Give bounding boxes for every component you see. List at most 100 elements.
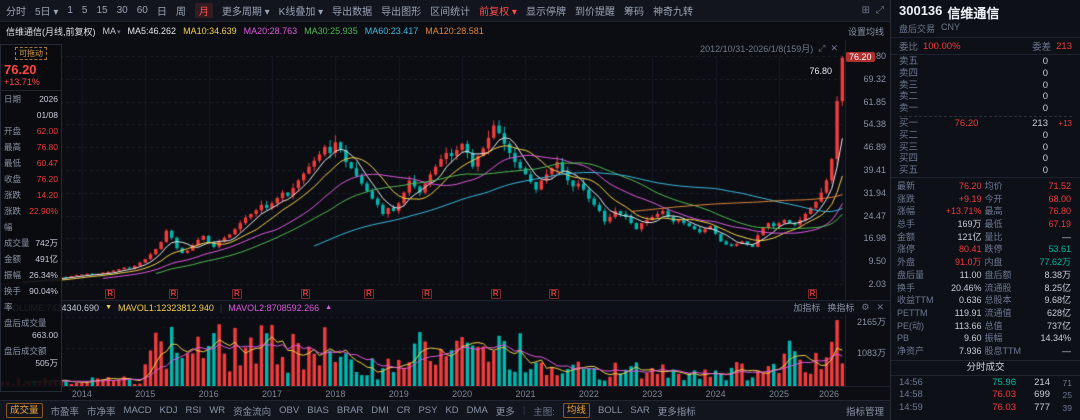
toolbar-item-月[interactable]: 月: [194, 3, 213, 18]
ask-row[interactable]: 卖五 0: [899, 56, 1048, 67]
tick-row[interactable]: 14:59 76.03 777 39: [899, 401, 1072, 413]
indicator-tab-资金流向[interactable]: 资金流向: [233, 406, 272, 418]
stat-value: 113.66: [954, 320, 982, 331]
x-axis-label-2016: 2016: [198, 389, 219, 399]
indicator-tab-KD[interactable]: KD: [445, 405, 459, 416]
indicator-tab-市净率[interactable]: 市净率: [87, 406, 116, 418]
indicator-tab-MACD[interactable]: MACD: [123, 405, 152, 416]
bid-row[interactable]: 买五 0: [899, 165, 1048, 177]
indicator-tab-KDJ[interactable]: KDJ: [159, 405, 178, 416]
fullscreen-icon[interactable]: ⤢: [876, 5, 884, 16]
indicator-tab-OBV[interactable]: OBV: [279, 405, 300, 416]
ex-rights-icon: R: [168, 289, 179, 299]
stat-label: 涨跌: [897, 193, 916, 204]
toolbar-item-神奇九转[interactable]: 神奇九转: [652, 7, 693, 18]
toolbar-item-周[interactable]: 周: [175, 7, 186, 18]
tick-row[interactable]: 14:56 75.96 214 71: [899, 376, 1072, 388]
toolbar-item-60[interactable]: 60: [136, 5, 148, 16]
bid-row[interactable]: 买二 0: [899, 129, 1048, 141]
toolbar-item-5日[interactable]: 5日 ▾: [35, 7, 59, 18]
overlay-tab-均线[interactable]: 均线: [562, 403, 590, 418]
panel-row: 收盘 76.20: [4, 174, 58, 184]
gear-icon[interactable]: ⚙: [861, 302, 870, 312]
stat-value: 77.62万: [1039, 257, 1071, 268]
x-axis-label-2015: 2015: [135, 389, 156, 399]
stat-value: 628亿: [1046, 308, 1071, 318]
toolbar-item-日[interactable]: 日: [156, 7, 167, 18]
ask-row[interactable]: 卖二 0: [899, 91, 1048, 103]
indicator-tab-DMI[interactable]: DMI: [371, 405, 389, 416]
volume-canvas[interactable]: [0, 314, 845, 386]
overlay-tab-BOLL[interactable]: BOLL: [597, 405, 623, 416]
ask-row[interactable]: 卖四 0: [899, 67, 1048, 79]
instrument-label[interactable]: 信维通信(月线,前复权): [6, 26, 96, 37]
panel-row: 最低 60.47: [4, 158, 58, 168]
currency-label: CNY: [941, 22, 961, 32]
arrow-up-icon: ▲: [325, 304, 333, 311]
indicator-tab-市盈率[interactable]: 市盈率: [50, 406, 80, 418]
indicator-tab-PSY[interactable]: PSY: [418, 405, 438, 416]
stat-value: 11.00: [959, 269, 982, 280]
bid-row[interactable]: 买三 0: [899, 141, 1048, 153]
add-indicator-link[interactable]: 加指标: [793, 303, 821, 313]
panel-row: 金额 491亿: [4, 254, 58, 264]
toolbar-item-K线叠加[interactable]: K线叠加 ▾: [278, 7, 324, 18]
drag-handle[interactable]: 可拖动: [15, 47, 47, 60]
expand-icon[interactable]: ⤢: [818, 43, 826, 53]
stat-value: 8.38万: [1044, 269, 1071, 280]
ma-legend: MA5:46.262 MA10:34.639 MA20:28.763 MA30:25.…: [128, 26, 484, 36]
bid-row[interactable]: 买四 0: [899, 153, 1048, 165]
ma-legend-item-5: MA120:28.581: [425, 26, 484, 36]
volume-pane[interactable]: 2165万 1083万: [0, 314, 890, 386]
toolbar-item-显示停牌[interactable]: 显示停牌: [525, 7, 566, 18]
stat-value: +9.19: [958, 193, 982, 204]
weicha-label: 委差: [1032, 42, 1052, 53]
price-chart-canvas[interactable]: [0, 40, 845, 300]
close-indicator-icon[interactable]: ✕: [876, 302, 884, 312]
stat-value: 9.68亿: [1044, 295, 1071, 306]
toolbar-item-导出数据[interactable]: 导出数据: [332, 7, 373, 18]
indicator-tab-BRAR[interactable]: BRAR: [336, 405, 364, 416]
multi-window-icon[interactable]: ⊞: [861, 5, 870, 16]
ma-toggle[interactable]: MA▾: [103, 26, 121, 36]
bid-row[interactable]: 买一 76.20 213 +13: [899, 117, 1072, 129]
panel-price: 76.20: [4, 62, 37, 77]
toolbar-item-5[interactable]: 5: [81, 5, 88, 16]
time-sales-list[interactable]: 14:56 75.96 214 71 14:58 76.03 699 25 14:59 76.03…: [891, 376, 1080, 420]
toolbar-item-区间统计[interactable]: 区间统计: [430, 7, 471, 18]
ask-row[interactable]: 卖一 0: [899, 103, 1048, 115]
ask-row[interactable]: 卖三 0: [899, 79, 1048, 91]
x-axis-label-2026: 2026: [818, 389, 840, 399]
overlay-tab-SAR[interactable]: SAR: [630, 405, 650, 416]
toolbar-item-1[interactable]: 1: [67, 5, 73, 16]
indicator-tab-WR[interactable]: WR: [209, 405, 226, 416]
toolbar-item-更多周期[interactable]: 更多周期 ▾: [221, 7, 270, 18]
toolbar-item-到价提醒[interactable]: 到价提醒: [574, 7, 615, 18]
kline-data-panel[interactable]: 可拖动 76.20 +13.71% 日期 2026 01/08 开盘 62.00 最高 76…: [0, 44, 62, 392]
quote-header: 300136 信维通信: [891, 0, 1080, 22]
ticks-title[interactable]: 分时成交: [891, 359, 1080, 376]
toolbar-item-前复权[interactable]: 前复权 ▾: [479, 7, 517, 18]
overlay-tab-更多指标[interactable]: 更多指标: [657, 406, 696, 418]
toolbar-item-30[interactable]: 30: [116, 5, 128, 16]
indicator-tab-更多[interactable]: 更多: [495, 406, 515, 418]
quote-panel: 300136 信维通信 盘后交易 CNY 委比 100.00% 委差 213 卖…: [890, 0, 1080, 420]
indicator-tab-RSI[interactable]: RSI: [185, 405, 202, 416]
price-axis-label: 24.47: [863, 210, 886, 221]
close-icon[interactable]: ✕: [830, 43, 838, 53]
toolbar-item-分时[interactable]: 分时: [6, 7, 26, 18]
price-chart-pane[interactable]: 2012/10/31-2026/1/8(159月) ⤢ ✕ 76.80 76.8…: [0, 40, 890, 392]
stat-label: 振幅: [984, 333, 1003, 344]
toolbar-item-15[interactable]: 15: [96, 5, 108, 16]
indicator-tab-CR[interactable]: CR: [396, 405, 411, 416]
indicator-tab-DMA[interactable]: DMA: [466, 405, 488, 416]
swap-indicator-link[interactable]: 换指标: [827, 303, 855, 313]
toolbar-item-筹码[interactable]: 筹码: [623, 7, 644, 18]
indicator-manage-link[interactable]: 指标管理: [845, 406, 884, 418]
stat-label: 流通值: [984, 308, 1012, 318]
toolbar-item-导出图形[interactable]: 导出图形: [381, 7, 422, 18]
indicator-tab-BIAS[interactable]: BIAS: [307, 405, 329, 416]
tick-row[interactable]: 14:58 76.03 699 25: [899, 389, 1072, 401]
ma-settings-link[interactable]: 设置均线: [847, 26, 884, 37]
indicator-tab-成交量[interactable]: 成交量: [6, 403, 43, 418]
